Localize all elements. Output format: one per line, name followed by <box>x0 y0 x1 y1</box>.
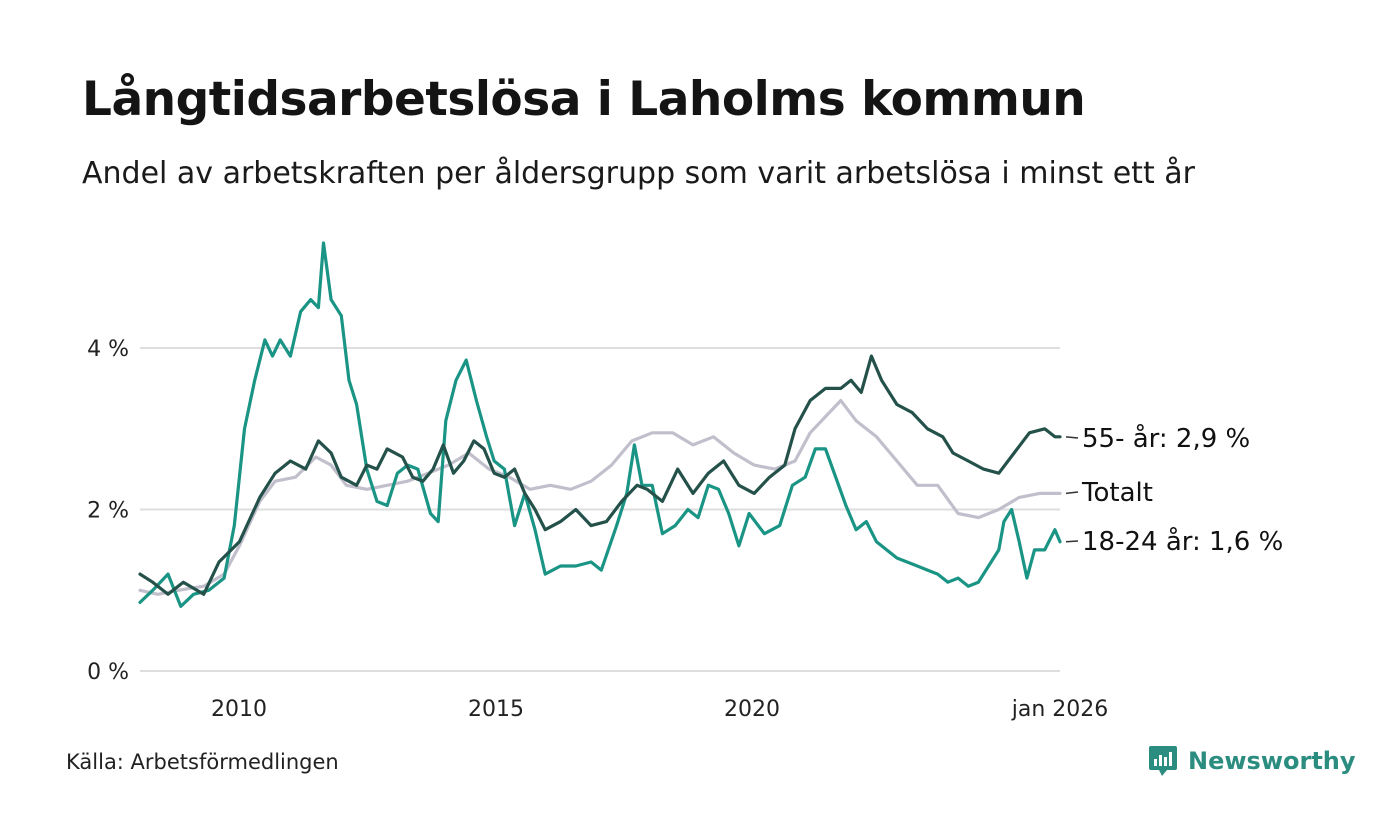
end-label-leader-total <box>1065 491 1079 495</box>
newsworthy-logo[interactable]: Newsworthy <box>1148 744 1356 778</box>
x-tick-label: 2015 <box>468 697 524 722</box>
y-tick-label: 4 % <box>87 337 129 362</box>
series-line-total <box>138 398 1062 596</box>
chart-title: Långtidsarbetslösa i Laholms kommun <box>82 72 1086 127</box>
y-tick-label: 0 % <box>87 660 129 685</box>
x-tick-label: 2010 <box>211 697 267 722</box>
x-tick-label: jan 2026 <box>1011 697 1109 722</box>
end-label-senior: 55- år: 2,9 % <box>1082 423 1250 454</box>
end-label-total: Totalt <box>1081 478 1153 508</box>
brand-name: Newsworthy <box>1188 747 1356 775</box>
end-label-leader-youth <box>1065 540 1079 543</box>
series-line-senior <box>138 354 1062 596</box>
series-line-youth <box>138 241 1062 608</box>
newsworthy-logo-icon <box>1149 746 1177 776</box>
source-note: Källa: Arbetsförmedlingen <box>66 750 339 774</box>
x-tick-label: 2020 <box>724 697 780 722</box>
chart-subtitle: Andel av arbetskraften per åldersgrupp s… <box>82 156 1195 191</box>
y-tick-label: 2 % <box>87 499 129 524</box>
end-label-youth: 18-24 år: 1,6 % <box>1082 526 1283 557</box>
end-label-leader-senior <box>1065 436 1079 439</box>
